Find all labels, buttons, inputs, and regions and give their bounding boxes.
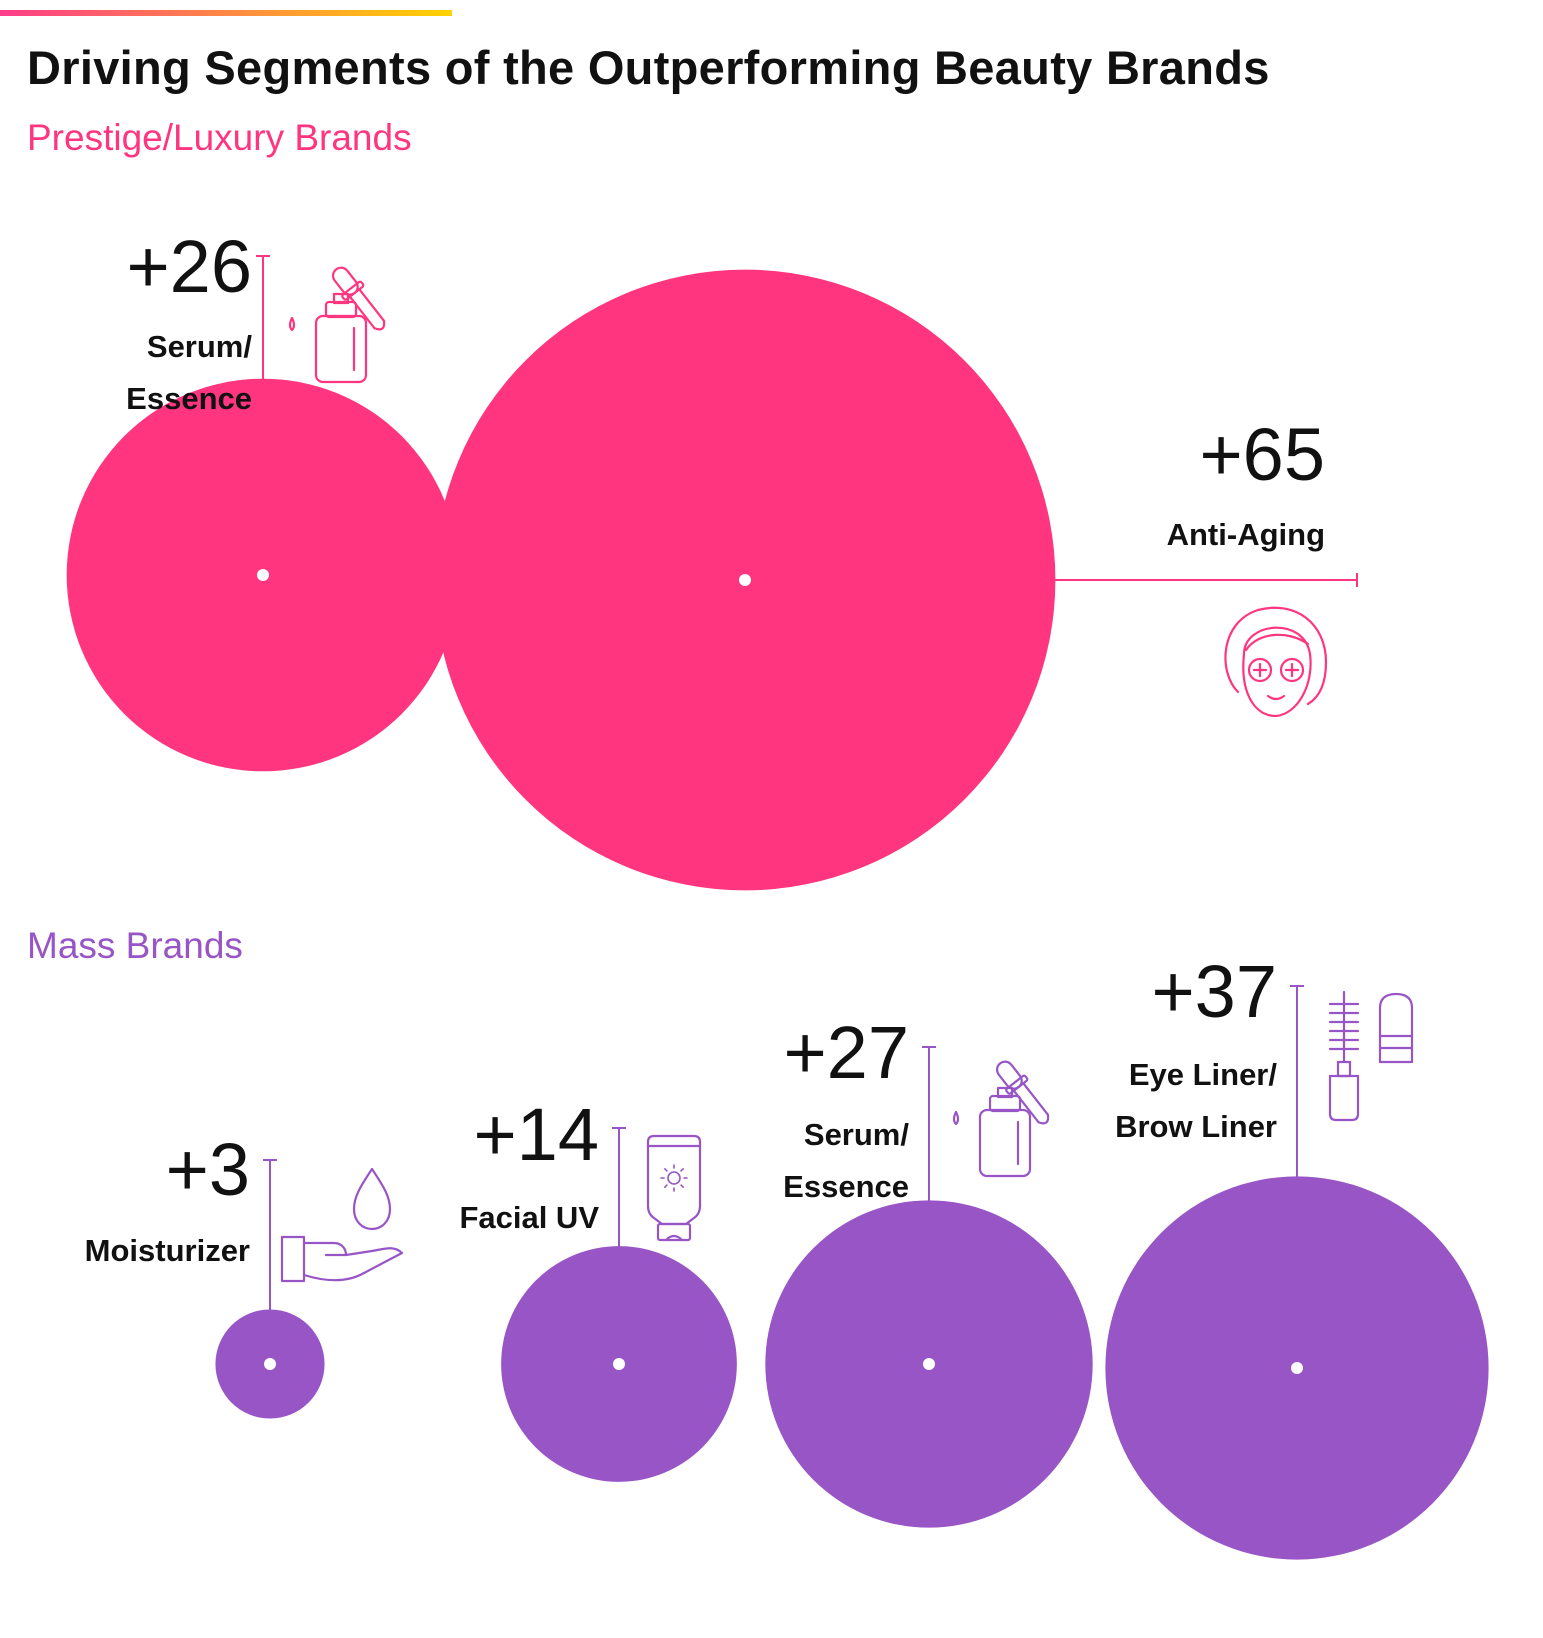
bubble-center-dot-1-0 <box>264 1358 276 1370</box>
value-label-1-2: +27 <box>783 1011 909 1094</box>
category-label-0-1: Anti-Aging <box>1167 517 1325 552</box>
brow-liner-mascara-icon <box>1328 990 1414 1122</box>
section-title-mass: Mass Brands <box>27 925 243 966</box>
serum-dropper-bottle-icon <box>288 266 386 384</box>
value-label-1-1: +14 <box>473 1093 599 1176</box>
bubble-center-dot-1-2 <box>923 1358 935 1370</box>
bubble-center-dot-1-3 <box>1291 1362 1303 1374</box>
accent-top-bar <box>0 10 452 16</box>
value-label-0-1: +65 <box>1199 413 1325 496</box>
value-label-1-0: +3 <box>166 1128 250 1211</box>
value-label-0-0: +26 <box>126 225 252 308</box>
category-label-1-0: Moisturizer <box>85 1233 250 1268</box>
category-label-1-1: Facial UV <box>459 1200 599 1235</box>
bubble-center-dot-0-0 <box>257 569 269 581</box>
value-label-1-3: +37 <box>1151 950 1277 1033</box>
bubble-center-dot-0-1 <box>739 574 751 586</box>
section-title-prestige: Prestige/Luxury Brands <box>27 117 412 158</box>
category-label-1-2: Serum/Essence <box>783 1117 909 1204</box>
face-mask-icon <box>1224 606 1328 718</box>
serum-dropper-bottle-icon <box>952 1060 1050 1178</box>
category-label-1-3: Eye Liner/Brow Liner <box>1115 1057 1277 1144</box>
hand-drop-icon <box>280 1167 404 1283</box>
page-title: Driving Segments of the Outperforming Be… <box>27 41 1270 94</box>
sunscreen-tube-icon <box>646 1134 702 1242</box>
bubble-center-dot-1-1 <box>613 1358 625 1370</box>
category-label-0-0: Serum/Essence <box>126 329 252 416</box>
